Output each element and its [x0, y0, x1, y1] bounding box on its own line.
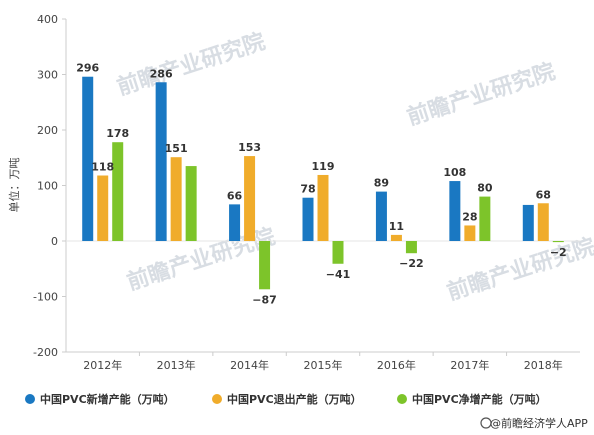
bar-marks: [82, 76, 564, 290]
bar: [375, 191, 387, 241]
watermark-text: 前瞻产业研究院: [114, 28, 269, 100]
data-labels: 296 118 178 286 151 66 153 −87 78 119 −41 89 11 −22 10…: [76, 62, 566, 307]
bar: [332, 241, 344, 264]
brand-logo-icon: [480, 417, 492, 429]
x-tick-label: 2013年: [157, 358, 196, 372]
bar: [552, 241, 564, 243]
y-tick-label: 0: [51, 235, 58, 248]
data-label: 80: [477, 182, 493, 195]
data-label: −22: [399, 257, 424, 270]
y-axis-ticks: 400 300 200 100 0 -100 -200: [33, 13, 66, 359]
data-label: 11: [389, 220, 404, 233]
y-tick-label: 300: [37, 69, 58, 82]
y-tick-label: 200: [37, 124, 58, 137]
data-label: 68: [536, 188, 551, 201]
legend-swatch: [397, 394, 407, 404]
x-tick-label: 2018年: [524, 358, 563, 372]
bar: [464, 225, 476, 241]
data-label: 108: [443, 166, 466, 179]
x-tick-label: 2016年: [377, 358, 416, 372]
data-label: −41: [326, 268, 351, 281]
bar: [97, 175, 109, 241]
watermark-text: 前瞻产业研究院: [124, 223, 279, 295]
bar: [185, 166, 197, 241]
bar: [229, 204, 241, 241]
x-axis-ticks: 2012年 2013年 2014年 2015年 2016年 2017年 2018年: [83, 352, 563, 372]
bar: [244, 156, 256, 241]
x-tick-label: 2012年: [83, 358, 122, 372]
y-tick-label: 100: [37, 180, 58, 193]
data-label: 119: [312, 160, 335, 173]
bar: [390, 234, 402, 241]
data-label: 296: [76, 62, 99, 75]
data-label: 28: [462, 210, 477, 223]
data-label: 89: [374, 177, 389, 190]
legend-label: 中国PVC净增产能（万吨）: [412, 392, 547, 406]
bar: [112, 142, 124, 241]
x-tick-label: 2015年: [304, 358, 343, 372]
credit: @前瞻经济学人APP: [480, 416, 588, 430]
y-axis-label: 单位：万吨: [7, 158, 21, 213]
bar: [317, 174, 329, 241]
bar: [302, 197, 314, 241]
data-label: 66: [227, 189, 243, 202]
legend-swatch: [25, 394, 35, 404]
x-tick-label: 2014年: [230, 358, 269, 372]
y-tick-label: -200: [33, 346, 58, 359]
legend-label: 中国PVC退出产能（万吨）: [227, 392, 362, 406]
bar: [82, 76, 94, 241]
watermark-text: 前瞻产业研究院: [404, 58, 559, 130]
bar: [522, 204, 534, 241]
y-tick-label: -100: [33, 291, 58, 304]
data-label: −87: [252, 293, 277, 306]
credit-text: @前瞻经济学人APP: [490, 416, 588, 430]
watermark-text: 前瞻产业研究院: [444, 233, 594, 305]
bar: [170, 157, 182, 241]
legend-swatch: [212, 394, 222, 404]
bar: [479, 196, 491, 241]
data-label: 153: [238, 141, 261, 154]
data-label: 118: [91, 161, 114, 174]
bar: [259, 241, 271, 290]
data-label: 178: [106, 127, 129, 140]
bar: [155, 82, 167, 242]
bar: [449, 181, 461, 241]
bar: [537, 203, 549, 241]
y-tick-label: 400: [37, 13, 58, 26]
x-tick-label: 2017年: [450, 358, 489, 372]
data-label: 151: [165, 142, 188, 155]
bar: [405, 241, 417, 254]
legend: 中国PVC新增产能（万吨） 中国PVC退出产能（万吨） 中国PVC净增产能（万吨）: [25, 392, 547, 406]
data-label: −2: [550, 246, 567, 259]
legend-label: 中国PVC新增产能（万吨）: [40, 392, 175, 406]
data-label: 286: [150, 67, 173, 80]
data-label: 78: [300, 183, 315, 196]
